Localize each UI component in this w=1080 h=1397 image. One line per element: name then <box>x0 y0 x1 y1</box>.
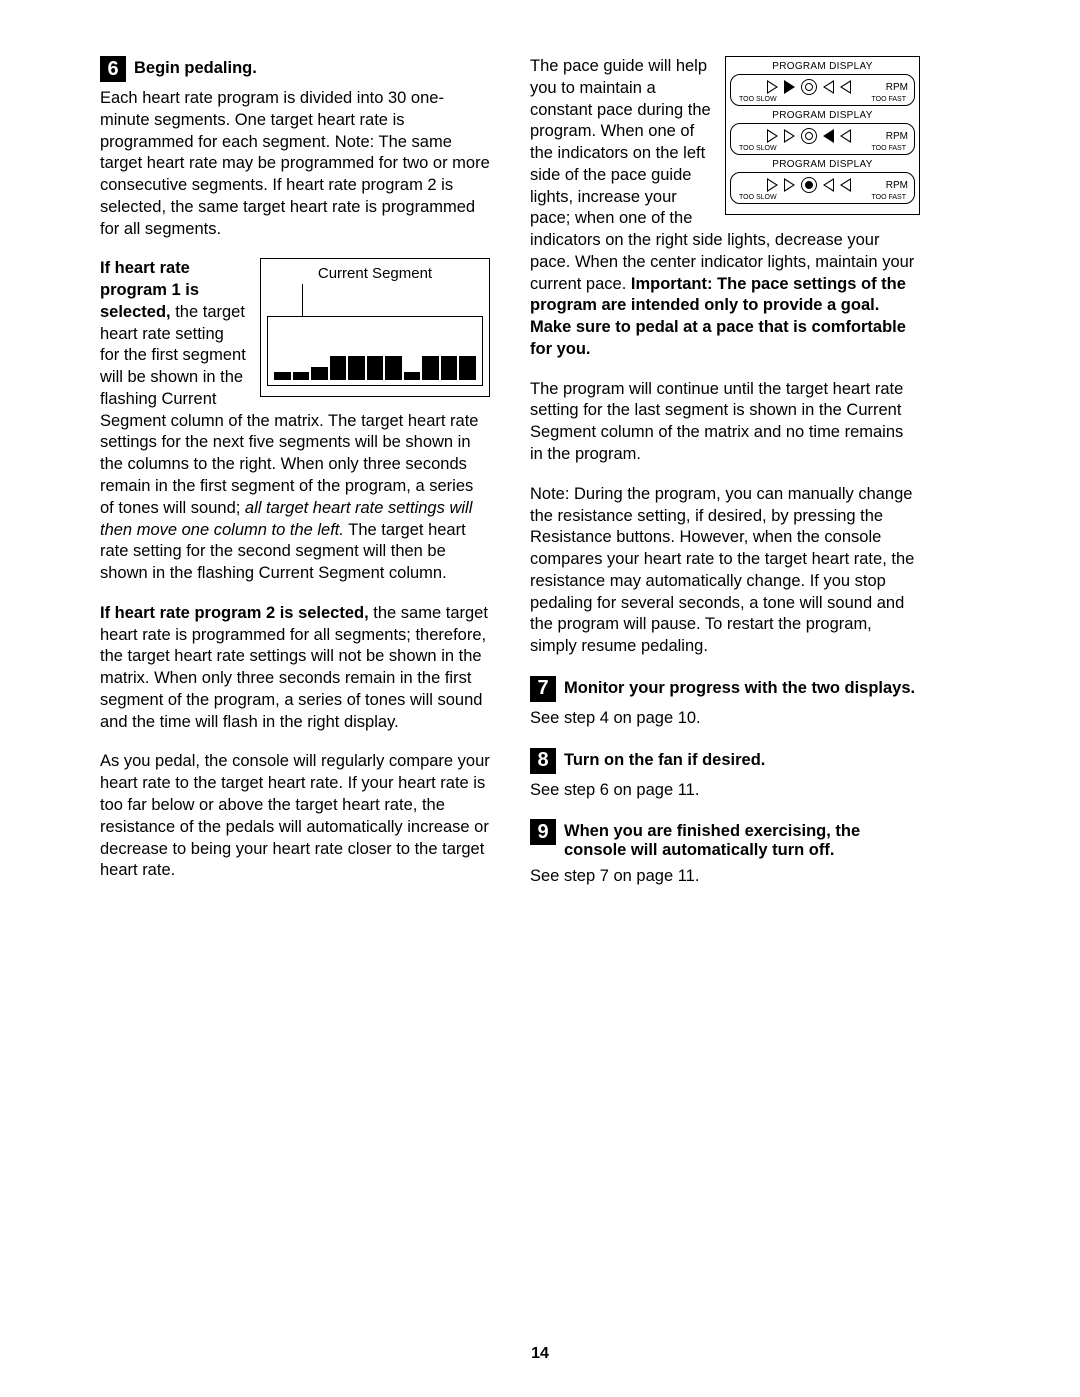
triangle-left-icon <box>840 129 851 143</box>
step-9-header: 9 When you are finished exercising, the … <box>530 819 920 860</box>
center-target-icon <box>801 128 817 144</box>
current-segment-pointer <box>302 284 303 316</box>
program-display-label: PROGRAM DISPLAY <box>730 61 915 72</box>
too-slow-label: TOO SLOW <box>739 145 777 152</box>
pace-icons <box>737 79 882 95</box>
triangle-left-icon <box>823 129 834 143</box>
triangle-right-icon <box>767 80 778 94</box>
pace-panel: RPM TOO SLOW TOO FAST <box>730 172 915 204</box>
pace-icons <box>737 128 882 144</box>
step-7-badge: 7 <box>530 676 556 702</box>
current-segment-figure: Current Segment <box>260 258 490 397</box>
center-target-icon <box>801 79 817 95</box>
matrix-bar <box>348 356 365 380</box>
step-6-paragraph-1: Each heart rate program is divided into … <box>100 88 490 240</box>
pace-icons <box>737 177 882 193</box>
step-6-paragraph-3: If heart rate program 2 is selected, the… <box>100 603 490 734</box>
two-column-layout: 6 Begin pedaling. Each heart rate progra… <box>100 56 1000 906</box>
matrix-bars <box>274 324 476 380</box>
pace-guide-figure: PROGRAM DISPLAYRPMTOO SLOWTOO FASTPROGRA… <box>725 56 920 215</box>
pace-sublabels: TOO SLOW TOO FAST <box>737 96 908 103</box>
triangle-right-icon <box>767 178 778 192</box>
matrix-bar <box>422 356 439 380</box>
step-8-body: See step 6 on page 11. <box>530 780 920 802</box>
triangle-right-icon <box>784 178 795 192</box>
pace-paragraph-2: The program will continue until the targ… <box>530 379 920 466</box>
rpm-label: RPM <box>886 180 908 191</box>
hr2-bold: If heart rate program 2 is selected, <box>100 604 369 622</box>
matrix-bar <box>404 372 421 380</box>
pace-indicator-row: RPM <box>737 177 908 193</box>
triangle-left-icon <box>840 178 851 192</box>
too-fast-label: TOO FAST <box>872 96 907 103</box>
pace-display-block: PROGRAM DISPLAY RPM TOO SLOW TOO FAST <box>730 61 915 106</box>
center-target-icon <box>801 177 817 193</box>
triangle-right-icon <box>784 129 795 143</box>
pace-indicator-row: RPM <box>737 128 908 144</box>
pace-sublabels: TOO SLOW TOO FAST <box>737 145 908 152</box>
triangle-left-icon <box>823 80 834 94</box>
matrix-bar <box>441 356 458 380</box>
step-9-title: When you are finished exercising, the co… <box>564 819 920 860</box>
program-display-label: PROGRAM DISPLAY <box>730 159 915 170</box>
hr2-text: the same target heart rate is programmed… <box>100 604 488 731</box>
step-9-body: See step 7 on page 11. <box>530 866 920 888</box>
manual-page: 6 Begin pedaling. Each heart rate progra… <box>0 0 1080 946</box>
too-slow-label: TOO SLOW <box>739 194 777 201</box>
rpm-label: RPM <box>886 131 908 142</box>
matrix-bar <box>311 367 328 380</box>
step-9-badge: 9 <box>530 819 556 845</box>
too-fast-label: TOO FAST <box>872 194 907 201</box>
step-6-badge: 6 <box>100 56 126 82</box>
matrix-display <box>267 316 483 386</box>
matrix-bar <box>274 372 291 380</box>
left-column: 6 Begin pedaling. Each heart rate progra… <box>100 56 490 906</box>
pace-sublabels: TOO SLOW TOO FAST <box>737 194 908 201</box>
matrix-bar <box>293 372 310 380</box>
rpm-label: RPM <box>886 82 908 93</box>
right-column: PROGRAM DISPLAYRPMTOO SLOWTOO FASTPROGRA… <box>530 56 920 906</box>
triangle-right-icon <box>784 80 795 94</box>
step-6-title: Begin pedaling. <box>134 56 257 78</box>
step-6-header: 6 Begin pedaling. <box>100 56 490 82</box>
pace-panel: RPM TOO SLOW TOO FAST <box>730 74 915 106</box>
too-slow-label: TOO SLOW <box>739 96 777 103</box>
current-segment-label: Current Segment <box>267 265 483 282</box>
matrix-bar <box>367 356 384 380</box>
triangle-left-icon <box>823 178 834 192</box>
pace-paragraph-3: Note: During the program, you can manual… <box>530 484 920 658</box>
matrix-bar <box>459 356 476 380</box>
step-8-badge: 8 <box>530 748 556 774</box>
triangle-left-icon <box>840 80 851 94</box>
pace-paragraph-wrap: PROGRAM DISPLAYRPMTOO SLOWTOO FASTPROGRA… <box>530 56 920 379</box>
matrix-bar <box>385 356 402 380</box>
page-number: 14 <box>0 1345 1080 1363</box>
program-display-label: PROGRAM DISPLAY <box>730 110 915 121</box>
matrix-bar <box>330 356 347 380</box>
triangle-right-icon <box>767 129 778 143</box>
step-7-header: 7 Monitor your progress with the two dis… <box>530 676 920 702</box>
step-6-paragraph-4: As you pedal, the console will regularly… <box>100 751 490 882</box>
step-8-title: Turn on the fan if desired. <box>564 748 765 770</box>
pace-indicator-row: RPM <box>737 79 908 95</box>
step-7-body: See step 4 on page 10. <box>530 708 920 730</box>
pace-display-block: PROGRAM DISPLAY RPM TOO SLOW TOO FAST <box>730 110 915 155</box>
too-fast-label: TOO FAST <box>872 145 907 152</box>
pace-panel: RPM TOO SLOW TOO FAST <box>730 123 915 155</box>
pace-display-block: PROGRAM DISPLAY RPM TOO SLOW TOO FAST <box>730 159 915 204</box>
step-7-title: Monitor your progress with the two displ… <box>564 676 915 698</box>
step-6-paragraph-2-wrap: Current Segment If heart rate program 1 … <box>100 258 490 602</box>
step-8-header: 8 Turn on the fan if desired. <box>530 748 920 774</box>
